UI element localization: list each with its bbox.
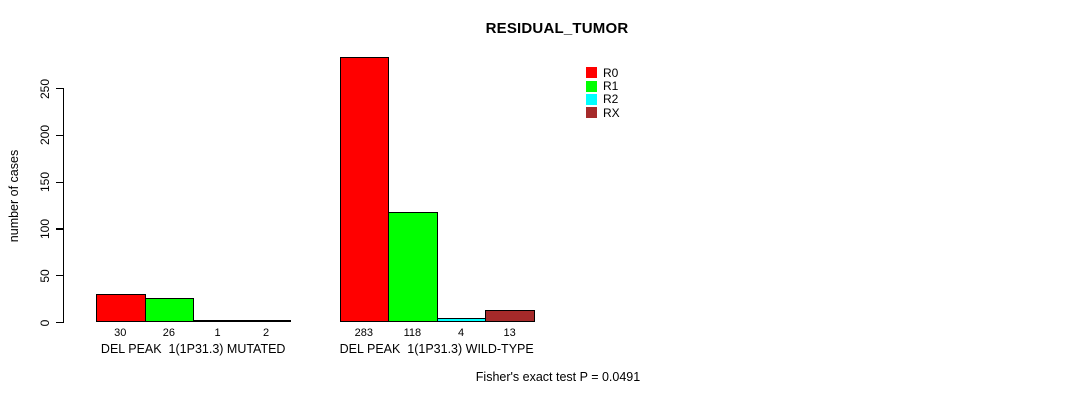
y-axis-label: number of cases	[7, 149, 21, 243]
bar-group2-rx	[485, 310, 535, 322]
y-tick-200	[56, 134, 63, 136]
bar-value-group2-r0: 283	[354, 327, 373, 339]
bar-value-group1-r1: 26	[162, 327, 176, 339]
fisher-test-annotation: Fisher's exact test P = 0.0491	[475, 370, 641, 384]
chart-title: RESIDUAL_TUMOR	[485, 20, 629, 37]
x-category-label-2: DEL PEAK 1(1P31.3) WILD-TYPE	[339, 342, 534, 356]
legend-swatch-r0-icon	[586, 67, 597, 79]
bar-group1-r1	[144, 298, 195, 322]
legend-item-r0: R0	[586, 65, 620, 80]
bar-group2-r1	[388, 212, 438, 322]
bar-group2-r0	[339, 57, 390, 322]
legend-swatch-rx-icon	[586, 107, 597, 119]
y-axis-line	[63, 88, 65, 323]
y-tick-label-200: 200	[38, 125, 52, 146]
legend-swatch-r2-icon	[586, 93, 597, 105]
bar-value-group2-r1: 118	[403, 327, 422, 339]
y-tick-250	[56, 88, 63, 90]
bar-group1-rx	[241, 320, 292, 322]
y-tick-label-250: 250	[38, 78, 52, 99]
y-tick-150	[56, 181, 63, 183]
y-tick-label-0: 0	[38, 319, 52, 326]
legend-item-r1: R1	[586, 79, 620, 94]
y-tick-50	[56, 275, 63, 277]
bar-value-group1-rx: 2	[263, 327, 270, 339]
legend-label-rx: RX	[603, 105, 620, 120]
y-tick-0	[56, 322, 63, 324]
x-category-label-1: DEL PEAK 1(1P31.3) MUTATED	[100, 342, 286, 356]
legend-swatch-r1-icon	[586, 80, 597, 92]
y-tick-label-150: 150	[38, 172, 52, 193]
legend-item-rx: RX	[586, 105, 620, 120]
legend-label-r0: R0	[603, 65, 619, 80]
bar-group2-r2	[436, 318, 487, 322]
legend-item-r2: R2	[586, 92, 620, 107]
y-tick-100	[56, 228, 63, 230]
bar-group1-r2	[193, 320, 243, 322]
bar-value-group2-r2: 4	[457, 327, 465, 339]
bar-value-group2-rx: 13	[503, 327, 516, 339]
bar-group1-r0	[96, 294, 146, 322]
bar-value-group1-r0: 30	[114, 327, 127, 339]
y-tick-label-50: 50	[38, 269, 52, 283]
legend: R0 R1 R2 RX	[586, 66, 620, 120]
y-tick-label-100: 100	[38, 218, 52, 239]
legend-label-r1: R1	[603, 79, 619, 94]
bar-value-group1-r2: 1	[214, 327, 221, 339]
legend-label-r2: R2	[603, 92, 619, 107]
